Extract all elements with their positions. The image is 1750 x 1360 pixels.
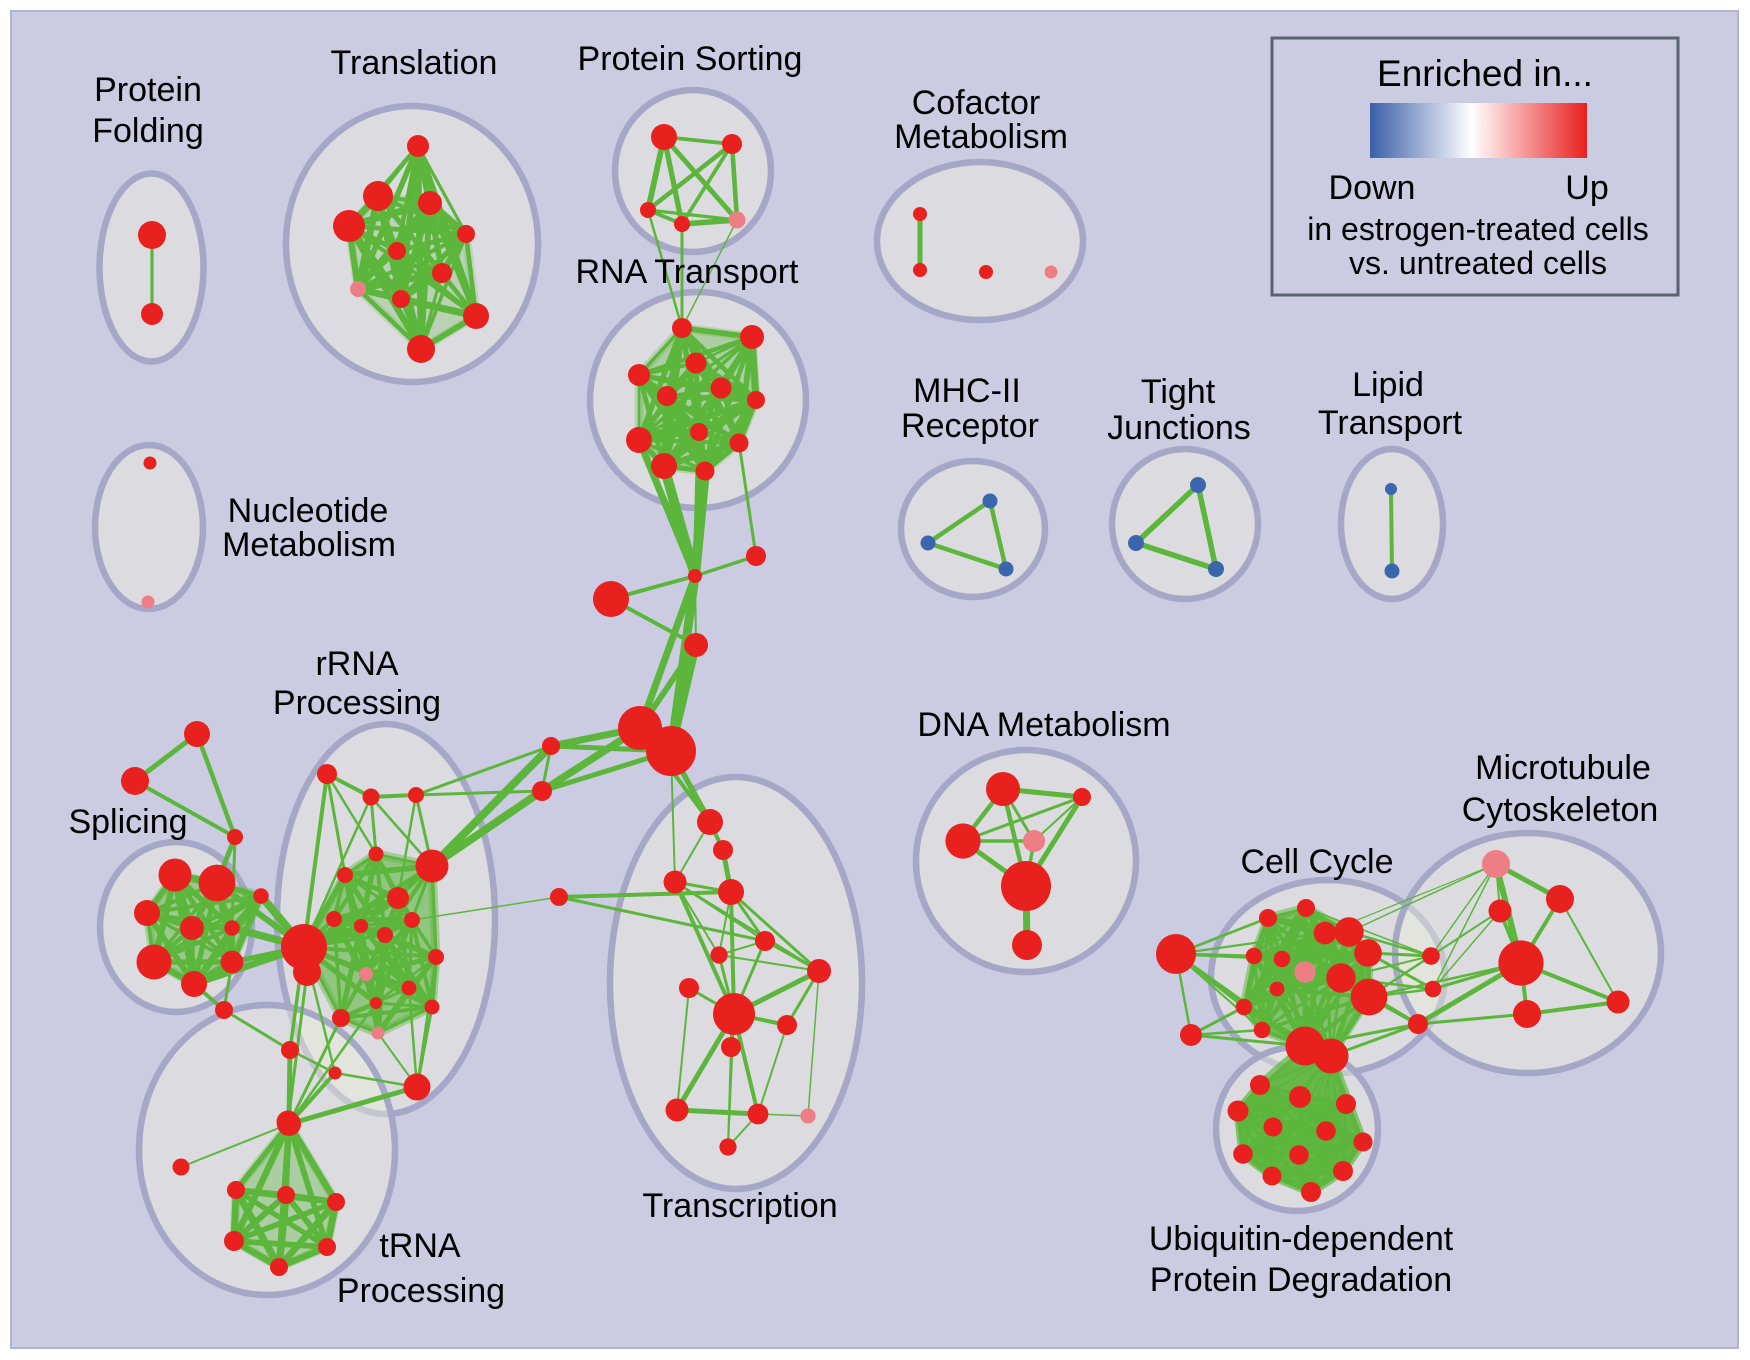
svg-text:Processing: Processing bbox=[337, 1272, 505, 1310]
svg-text:Down: Down bbox=[1329, 169, 1416, 207]
svg-text:RNA Transport: RNA Transport bbox=[576, 253, 800, 291]
svg-text:Receptor: Receptor bbox=[901, 407, 1039, 445]
svg-text:Tight: Tight bbox=[1141, 373, 1216, 411]
svg-text:Cell Cycle: Cell Cycle bbox=[1240, 843, 1393, 881]
svg-text:Cofactor: Cofactor bbox=[912, 84, 1041, 122]
svg-text:Protein Sorting: Protein Sorting bbox=[578, 40, 803, 78]
svg-text:Translation: Translation bbox=[331, 44, 498, 82]
svg-text:Transcription: Transcription bbox=[642, 1187, 837, 1225]
svg-text:Up: Up bbox=[1565, 169, 1608, 207]
svg-text:Processing: Processing bbox=[273, 684, 441, 722]
svg-text:Protein Degradation: Protein Degradation bbox=[1150, 1261, 1452, 1299]
svg-text:Microtubule: Microtubule bbox=[1475, 749, 1651, 787]
svg-text:Enriched in...: Enriched in... bbox=[1377, 53, 1593, 94]
svg-text:Ubiquitin-dependent: Ubiquitin-dependent bbox=[1149, 1220, 1454, 1258]
svg-text:DNA Metabolism: DNA Metabolism bbox=[917, 706, 1170, 744]
svg-text:Metabolism: Metabolism bbox=[222, 526, 396, 564]
svg-text:MHC-II: MHC-II bbox=[913, 372, 1021, 410]
svg-text:rRNA: rRNA bbox=[315, 645, 398, 683]
svg-text:vs. untreated cells: vs. untreated cells bbox=[1349, 245, 1607, 281]
svg-text:Folding: Folding bbox=[92, 112, 204, 150]
svg-text:Junctions: Junctions bbox=[1107, 409, 1251, 447]
svg-text:Nucleotide: Nucleotide bbox=[228, 492, 389, 530]
svg-text:in estrogen-treated cells: in estrogen-treated cells bbox=[1307, 211, 1649, 247]
svg-text:Transport: Transport bbox=[1318, 404, 1463, 442]
svg-text:Metabolism: Metabolism bbox=[894, 118, 1068, 156]
svg-text:Lipid: Lipid bbox=[1352, 366, 1424, 404]
svg-text:tRNA: tRNA bbox=[379, 1227, 461, 1265]
svg-text:Protein: Protein bbox=[94, 71, 202, 109]
svg-text:Cytoskeleton: Cytoskeleton bbox=[1462, 791, 1659, 829]
svg-text:Splicing: Splicing bbox=[68, 803, 187, 841]
